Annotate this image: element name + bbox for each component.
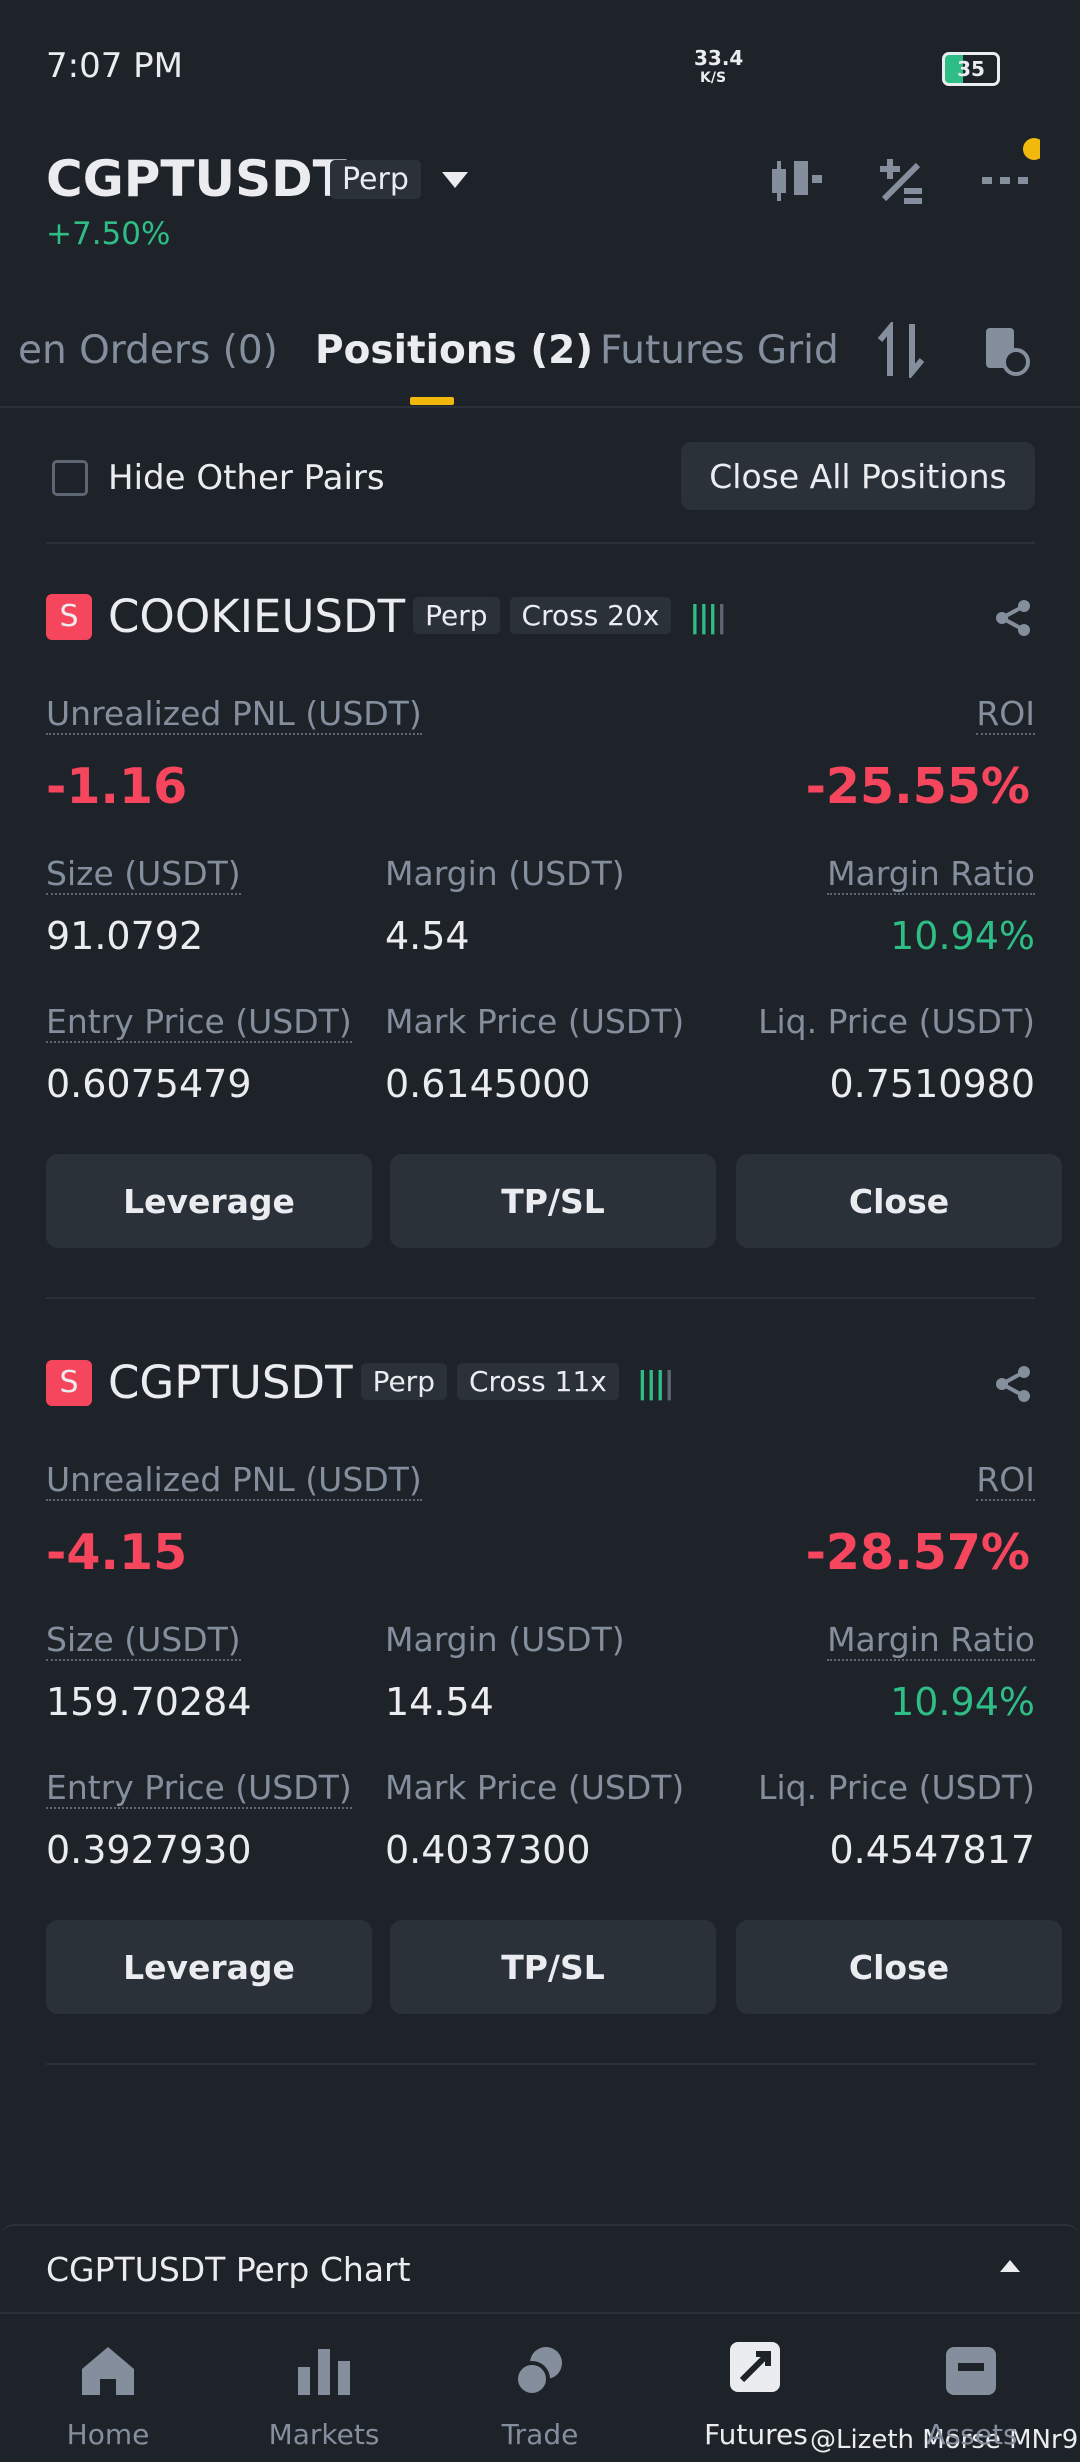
assets-icon[interactable] (944, 2345, 1000, 2397)
chart-bar[interactable] (0, 2224, 1080, 2314)
status-speed: 33.4 (694, 46, 744, 70)
side-badge: S (46, 1360, 92, 1406)
type-badge: Perp (413, 597, 500, 634)
divider (46, 542, 1035, 544)
field-value: 0.4547817 (829, 1828, 1036, 1872)
trade-icon[interactable] (512, 2345, 568, 2397)
mode-badge: Cross 20x (509, 597, 672, 634)
watermark: @Lizeth Morse MNr9 (810, 2425, 1079, 2455)
chart-icon[interactable] (768, 155, 828, 205)
dropdown-icon[interactable] (440, 170, 470, 190)
nav-label[interactable]: Futures (704, 2418, 808, 2451)
field-value: 4.54 (385, 914, 470, 958)
roi: -28.57% (805, 1524, 1030, 1581)
sort-icon[interactable] (876, 322, 926, 378)
field-value: 14.54 (385, 1680, 494, 1724)
action-button[interactable]: TP/SL (390, 1920, 716, 2014)
tab[interactable]: en Orders (0) (18, 328, 278, 373)
nav-label[interactable]: Markets (268, 2418, 380, 2451)
field-label: Margin (USDT) (385, 1620, 625, 1659)
markets-icon[interactable] (296, 2345, 352, 2397)
hide-pairs-label[interactable]: Hide Other Pairs (108, 458, 385, 498)
pnl-label: Unrealized PNL (USDT) (46, 1460, 422, 1501)
checkbox[interactable] (52, 460, 88, 496)
chart-bar-title: CGPTUSDT Perp Chart (46, 2250, 411, 2289)
status-speed-unit: K/S (700, 70, 727, 86)
field-label: Entry Price (USDT) (46, 1768, 352, 1809)
field-value: 10.94% (890, 1680, 1035, 1724)
share-icon[interactable] (994, 1364, 1034, 1404)
side-badge: S (46, 594, 92, 640)
field-label: Mark Price (USDT) (385, 1768, 685, 1807)
status-time: 7:07 PM (46, 46, 183, 86)
history-icon[interactable] (984, 326, 1030, 376)
field-label: Margin (USDT) (385, 854, 625, 893)
action-button[interactable]: TP/SL (390, 1154, 716, 1248)
field-label: Margin Ratio (827, 854, 1035, 895)
close-all-button[interactable]: Close All Positions (681, 442, 1035, 510)
field-value: 0.4037300 (385, 1828, 591, 1872)
action-button[interactable]: Leverage (46, 1920, 372, 2014)
tab[interactable]: Positions (2) (315, 328, 594, 373)
calculator-icon[interactable] (876, 155, 926, 205)
pnl: -4.15 (46, 1524, 188, 1581)
field-label: Entry Price (USDT) (46, 1002, 352, 1043)
field-label: Size (USDT) (46, 1620, 241, 1661)
tab-divider (0, 406, 1080, 408)
roi: -25.55% (805, 758, 1030, 815)
roi-label: ROI (976, 694, 1035, 735)
tab-indicator (410, 397, 454, 405)
more-icon[interactable] (980, 135, 1040, 195)
battery: 35 (942, 52, 1000, 86)
divider (46, 2063, 1035, 2065)
position-symbol[interactable]: COOKIEUSDT (108, 590, 406, 643)
field-value: 0.6145000 (385, 1062, 591, 1106)
field-value: 10.94% (890, 914, 1035, 958)
field-value: 159.70284 (46, 1680, 252, 1724)
nav-label[interactable]: Trade (501, 2418, 579, 2451)
nav-label[interactable]: Home (66, 2418, 150, 2451)
position-symbol[interactable]: CGPTUSDT (108, 1356, 353, 1409)
field-value: 0.3927930 (46, 1828, 252, 1872)
tab[interactable]: Futures Grid (600, 328, 839, 373)
field-label: Margin Ratio (827, 1620, 1035, 1661)
action-button[interactable]: Close (736, 1920, 1062, 2014)
field-label: Liq. Price (USDT) (758, 1002, 1035, 1041)
field-value: 91.0792 (46, 914, 204, 958)
home-icon[interactable] (80, 2345, 136, 2397)
roi-label: ROI (976, 1460, 1035, 1501)
action-button[interactable]: Leverage (46, 1154, 372, 1248)
nav-label[interactable]: Assets (926, 2418, 1018, 2451)
mode-badge: Cross 11x (456, 1363, 619, 1400)
share-icon[interactable] (994, 598, 1034, 638)
risk-bars: |||| (689, 600, 727, 635)
type-badge: Perp (360, 1363, 447, 1400)
field-label: Mark Price (USDT) (385, 1002, 685, 1041)
field-label: Size (USDT) (46, 854, 241, 895)
header-symbol[interactable]: CGPTUSDT (46, 150, 347, 208)
header-change: +7.50% (46, 216, 171, 252)
divider (46, 1297, 1035, 1299)
field-value: 0.6075479 (46, 1062, 252, 1106)
field-value: 0.7510980 (829, 1062, 1036, 1106)
header-badge: Perp (330, 160, 421, 199)
action-button[interactable]: Close (736, 1154, 1062, 1248)
risk-bars: |||| (636, 1366, 675, 1401)
expand-icon[interactable] (998, 2258, 1022, 2274)
field-label: Liq. Price (USDT) (758, 1768, 1035, 1807)
pnl-label: Unrealized PNL (USDT) (46, 694, 422, 735)
futures-icon[interactable] (728, 2340, 784, 2396)
pnl: -1.16 (46, 758, 188, 815)
